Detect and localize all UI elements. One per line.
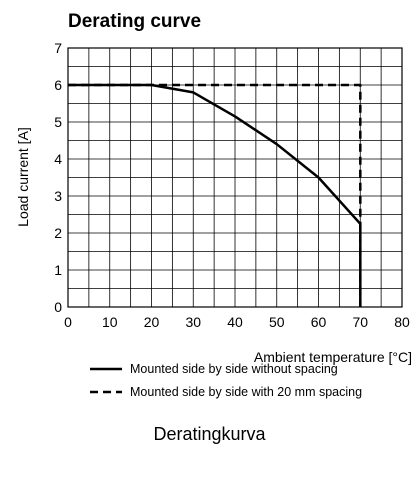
- series-lines: [68, 83, 362, 307]
- x-tick-label: 0: [64, 314, 72, 330]
- x-axis-label: Ambient temperature [°C]: [254, 349, 412, 365]
- x-tick-label: 30: [185, 314, 201, 330]
- caption: Deratingkurva: [153, 424, 266, 444]
- legend-label: Mounted side by side without spacing: [130, 362, 338, 376]
- y-tick-label: 0: [54, 299, 62, 315]
- grid: [67, 47, 403, 308]
- legend: Mounted side by side without spacing Moun…: [90, 362, 362, 399]
- x-tick-label: 70: [352, 314, 368, 330]
- y-tick-label: 4: [54, 151, 62, 167]
- y-tick-label: 7: [54, 40, 62, 56]
- plot-frame: [67, 47, 403, 308]
- series-line-solid: [68, 83, 362, 307]
- derating-chart: Derating curve 0 10 20 30 40 50 60 70 80 0 1 2 3 4 5 6…: [15, 11, 412, 399]
- x-tick-label: 50: [269, 314, 285, 330]
- y-tick-label: 2: [54, 225, 62, 241]
- y-tick-label: 5: [54, 114, 62, 130]
- x-tick-labels: 0 10 20 30 40 50 60 70 80: [64, 314, 410, 330]
- x-tick-label: 80: [394, 314, 410, 330]
- y-axis-label: Load current [A]: [15, 127, 31, 227]
- chart-title: Derating curve: [68, 11, 201, 32]
- y-tick-label: 3: [54, 188, 62, 204]
- y-tick-label: 1: [54, 262, 62, 278]
- series-line-dashed: [68, 83, 362, 307]
- x-tick-label: 40: [227, 314, 243, 330]
- x-tick-label: 10: [102, 314, 118, 330]
- x-tick-label: 60: [311, 314, 327, 330]
- legend-label: Mounted side by side with 20 mm spacing: [130, 385, 362, 399]
- x-tick-label: 20: [144, 314, 160, 330]
- y-tick-labels: 0 1 2 3 4 5 6 7: [54, 40, 62, 315]
- y-tick-label: 6: [54, 77, 62, 93]
